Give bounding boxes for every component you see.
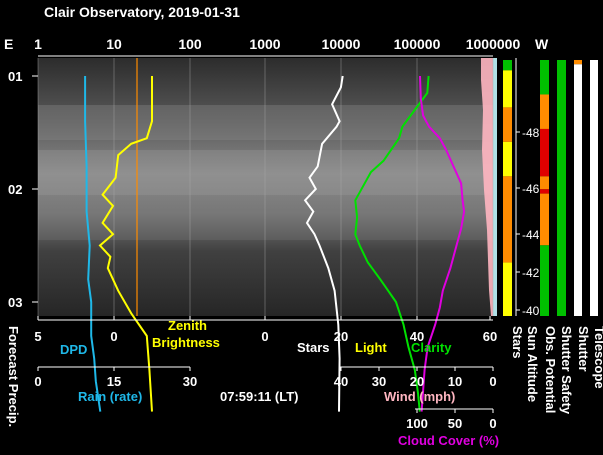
status-segment: [540, 176, 549, 190]
time-axis-ticks: 01 02 03: [8, 69, 38, 310]
vertical-label: Stars: [510, 326, 525, 359]
sun-tick-label: -44: [522, 228, 540, 242]
rain-tick-label: 15: [107, 374, 121, 389]
series-line-dpd: [84, 76, 102, 412]
timestamp: 07:59:11 (LT): [220, 389, 299, 404]
status-segment: [503, 107, 512, 142]
vertical-label: Sun Altitude: [525, 326, 540, 402]
wind-tick-label: 0: [489, 374, 496, 389]
series-line-clarity: [354, 75, 430, 412]
status-segment: [574, 60, 582, 65]
rain-strip: [493, 58, 497, 316]
label-clarity: Clarity: [411, 340, 452, 355]
label-zenith-2: Brightness: [152, 335, 220, 350]
top-tick-label: 100: [178, 36, 202, 52]
status-segment: [503, 141, 512, 177]
series-layer: [84, 58, 466, 412]
vertical-label: Forecast Precip.: [6, 326, 21, 427]
chart-title: Clair Observatory, 2019-01-31: [44, 4, 240, 20]
top-tick-label: 10: [106, 36, 122, 52]
main-axis-ticks: 5 0 0 20 40 60: [34, 316, 497, 344]
main-tick-label: 0: [261, 329, 268, 344]
top-axis-ticks: 1 10 100 1000 10000 100000 1000000: [34, 36, 520, 316]
time-tick-label: 02: [8, 182, 22, 197]
time-tick-label: 01: [8, 69, 22, 84]
cloud-tick-label: 50: [448, 416, 462, 431]
status-segment: [503, 176, 512, 263]
main-tick-label: 60: [483, 329, 497, 344]
series-line-stars: [303, 75, 344, 412]
vertical-label: Obs. Potential: [543, 326, 558, 413]
status-segment: [503, 60, 512, 71]
top-tick-label: 1: [34, 36, 42, 52]
top-tick-label: 1000000: [466, 36, 521, 52]
main-tick-label: 5: [34, 329, 41, 344]
wind-tick-label: 30: [372, 374, 386, 389]
status-segment: [503, 70, 512, 108]
status-segment: [540, 60, 549, 95]
sun-tick-label: -42: [522, 266, 540, 280]
vertical-labels: Forecast Precip. Stars Sun Altitude Obs. Po…: [6, 326, 603, 427]
cloud-band-2: [38, 150, 493, 195]
rain-axis-ticks: 0 15 30: [34, 367, 197, 389]
wind-axis-ticks: 40 30 20 10 0: [334, 367, 497, 389]
label-stars: Stars: [297, 340, 330, 355]
time-tick-label: 03: [8, 295, 22, 310]
status-segment: [540, 245, 549, 316]
series-line-zenith-brightness: [98, 76, 153, 412]
status-segment: [540, 189, 549, 194]
cloud-band-1: [38, 105, 493, 140]
sun-tick-label: -48: [522, 126, 540, 140]
status-segment: [540, 128, 549, 177]
wind-tick-label: 20: [410, 374, 424, 389]
cloud-axis-ticks: 100 50 0: [406, 409, 497, 431]
status-segment: [590, 60, 598, 316]
cloud-band-3: [38, 205, 493, 240]
label-rain: Rain (rate): [78, 389, 142, 404]
series-line-cloud-cover: [419, 75, 466, 412]
axis-west-label: W: [535, 36, 549, 52]
top-tick-label: 100000: [394, 36, 441, 52]
wind-tick-label: 10: [448, 374, 462, 389]
label-cloud: Cloud Cover (%): [398, 433, 499, 448]
vertical-label: Telescope: [592, 326, 603, 389]
wind-area: [481, 58, 493, 316]
cloud-tick-label: 100: [406, 416, 428, 431]
vertical-label: Shutter Safety: [559, 326, 574, 415]
top-tick-label: 10000: [322, 36, 361, 52]
status-segment: [503, 262, 512, 316]
status-columns: [503, 60, 598, 317]
label-dpd: DPD: [60, 342, 87, 357]
main-tick-label: 0: [110, 329, 117, 344]
label-light: Light: [355, 340, 387, 355]
sun-altitude-ticks: -48 -46 -44 -42 -40: [515, 58, 540, 318]
top-tick-label: 1000: [249, 36, 280, 52]
main-tick-label: 40: [410, 329, 424, 344]
cloud-tick-label: 0: [489, 416, 496, 431]
status-segment: [557, 60, 566, 316]
sun-tick-label: -40: [522, 304, 540, 318]
main-tick-label: 20: [334, 329, 348, 344]
rain-tick-label: 0: [34, 374, 41, 389]
wind-tick-label: 40: [334, 374, 348, 389]
label-zenith-1: Zenith: [168, 318, 207, 333]
status-segment: [540, 94, 549, 129]
sun-tick-label: -46: [522, 182, 540, 196]
status-segment: [540, 193, 549, 246]
axis-east-label: E: [4, 36, 13, 52]
status-segment: [574, 64, 582, 317]
label-wind: Wind (mph): [384, 389, 455, 404]
vertical-label: Shutter: [576, 326, 591, 372]
rain-tick-label: 30: [183, 374, 197, 389]
